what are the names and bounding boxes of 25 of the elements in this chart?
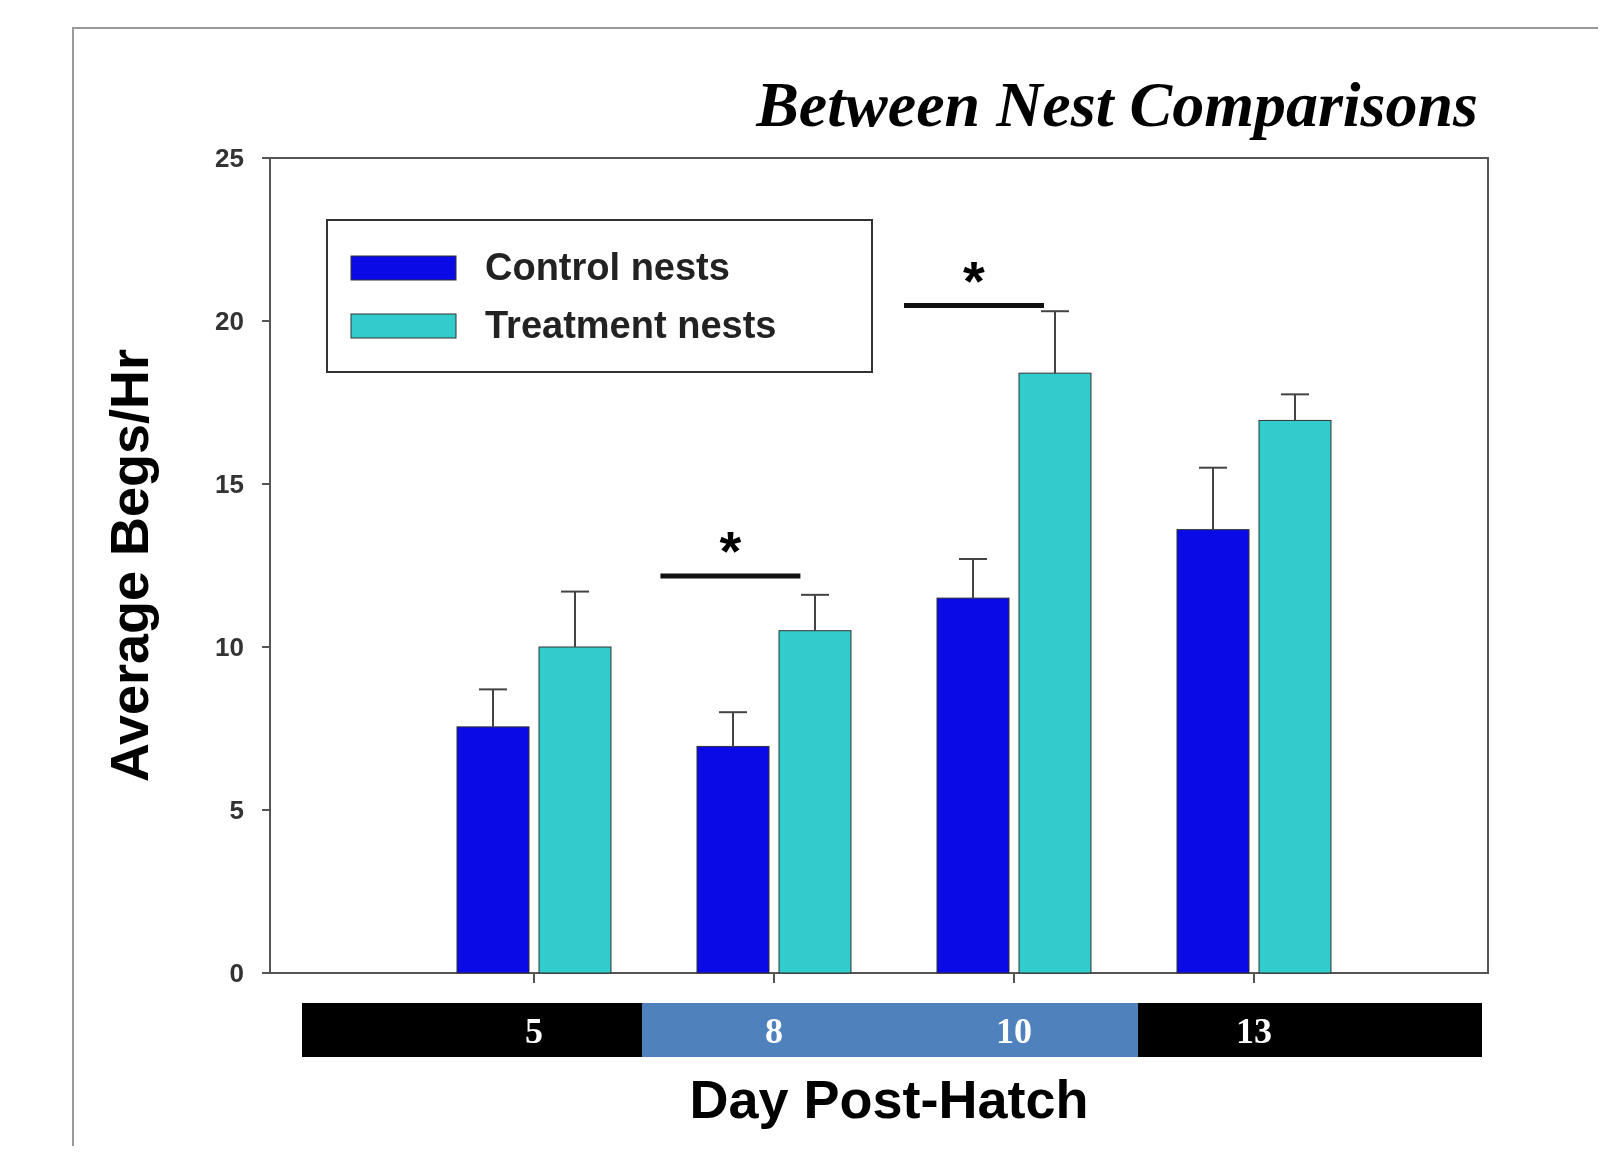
bar [1176, 529, 1250, 974]
y-tick-label: 15 [215, 469, 244, 499]
y-tick-label: 0 [229, 958, 244, 988]
x-tick-label: 10 [996, 1011, 1032, 1051]
bar [778, 630, 852, 974]
y-tick-label: 5 [229, 795, 244, 825]
y-tick-label: 20 [215, 306, 244, 336]
x-tick-label: 8 [765, 1011, 783, 1051]
y-axis-title: Average Begs/Hr [99, 348, 159, 783]
annotation: * [719, 519, 742, 583]
bar [538, 646, 612, 974]
legend-label: Treatment nests [485, 304, 777, 346]
x-tick-label: 5 [525, 1011, 543, 1051]
y-tick-label: 10 [215, 632, 244, 662]
chart-title: Between Nest Comparisons [755, 69, 1478, 140]
x-axis-title: Day Post-Hatch [689, 1069, 1089, 1129]
bar [696, 745, 770, 974]
bar [1258, 419, 1332, 974]
bar [1018, 372, 1092, 974]
y-tick-label: 25 [215, 143, 244, 173]
annotation: * [963, 248, 986, 312]
bar [936, 597, 1010, 974]
legend-label: Control nests [485, 246, 730, 288]
bar [456, 726, 530, 974]
x-tick-label: 13 [1236, 1011, 1272, 1051]
